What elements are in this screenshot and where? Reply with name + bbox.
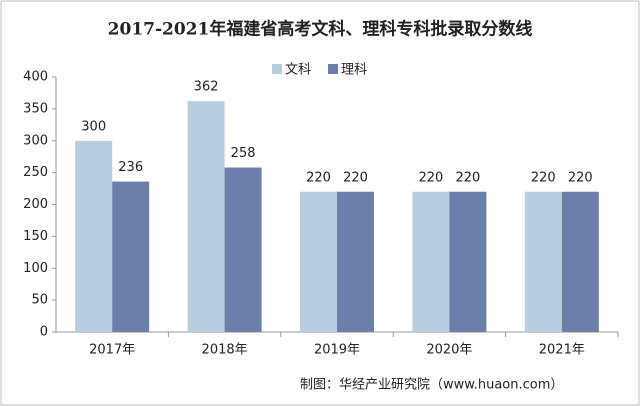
bar <box>561 191 599 332</box>
x-tick-label: 2020年 <box>426 343 472 358</box>
data-label: 220 <box>306 170 331 185</box>
y-tick-label: 250 <box>23 165 48 180</box>
data-label: 220 <box>455 170 480 185</box>
y-tick-label: 50 <box>31 293 48 308</box>
x-tick-label: 2019年 <box>314 343 360 358</box>
x-tick-label: 2021年 <box>539 343 585 358</box>
legend-label: 文科 <box>285 63 311 78</box>
y-tick-label: 300 <box>23 133 48 148</box>
y-tick-label: 200 <box>23 197 48 212</box>
bar <box>187 101 225 332</box>
y-tick-label: 350 <box>23 101 48 116</box>
data-label: 300 <box>81 119 106 134</box>
y-tick-label: 100 <box>23 261 48 276</box>
bar <box>224 167 262 332</box>
bar <box>337 191 374 332</box>
data-label: 258 <box>231 146 256 161</box>
bar <box>412 191 450 332</box>
data-label: 220 <box>418 170 443 185</box>
data-label: 220 <box>531 170 556 185</box>
chart-title: 2017-2021年福建省高考文科、理科专科批录取分数线 <box>108 19 533 40</box>
x-tick-label: 2017年 <box>89 343 135 358</box>
y-tick-label: 150 <box>23 229 48 244</box>
y-tick-label: 0 <box>40 325 48 340</box>
legend-swatch <box>328 64 338 74</box>
data-label: 220 <box>343 170 368 185</box>
bar <box>524 191 562 332</box>
bar <box>112 181 150 332</box>
bar <box>449 191 487 332</box>
legend-label: 理科 <box>341 63 367 78</box>
bar <box>75 140 113 332</box>
data-label: 236 <box>118 160 143 175</box>
data-label: 362 <box>194 80 219 95</box>
data-label: 220 <box>568 170 593 185</box>
source: 制图：华经产业研究院（www.huaon.com） <box>300 378 563 393</box>
bar <box>300 191 337 332</box>
x-tick-label: 2018年 <box>202 343 248 358</box>
y-tick-label: 400 <box>23 70 48 85</box>
legend-swatch <box>272 64 282 74</box>
